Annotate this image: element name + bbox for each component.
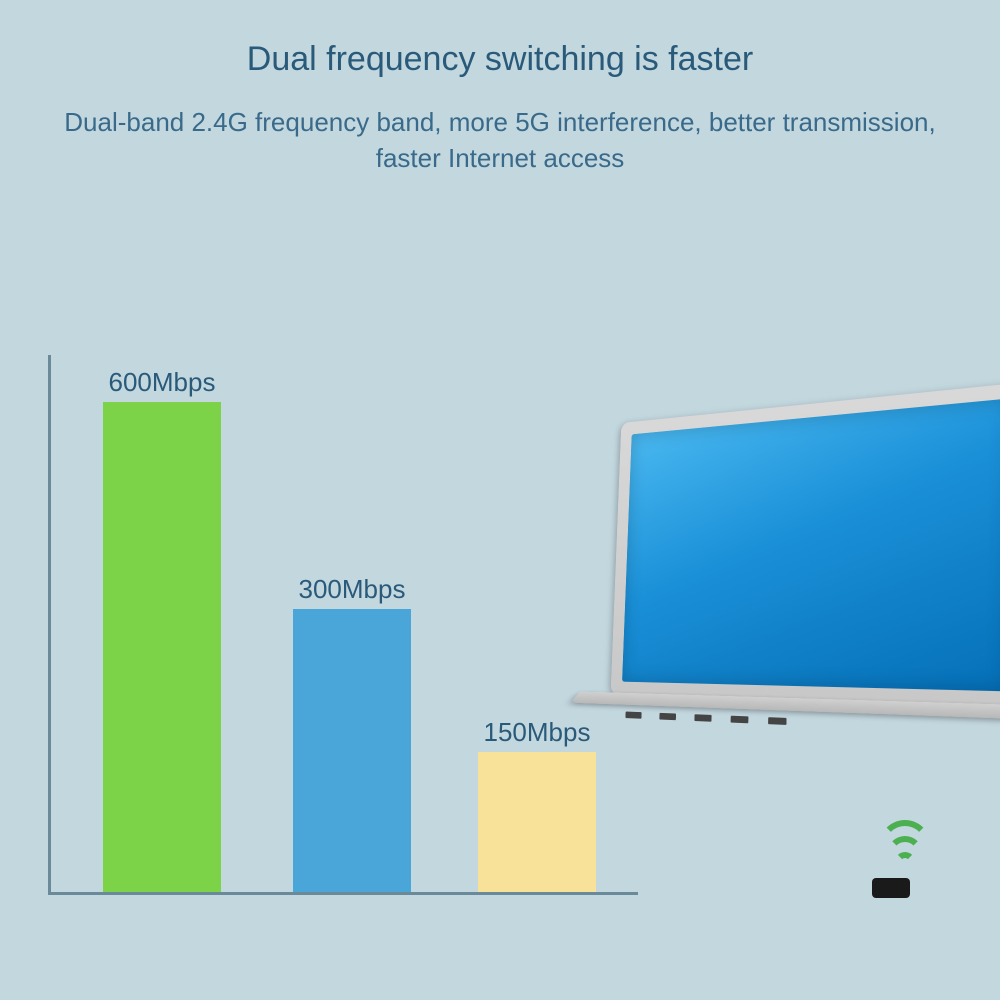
- page-subtitle: Dual-band 2.4G frequency band, more 5G i…: [0, 79, 1000, 177]
- laptop-ports: [602, 707, 1000, 739]
- port-icon: [768, 717, 787, 725]
- y-axis: [48, 355, 51, 895]
- x-axis: [48, 892, 638, 895]
- bar-chart: 600Mbps 300Mbps 150Mbps: [48, 355, 638, 895]
- laptop-screen-bezel: [611, 382, 1000, 707]
- wifi-arc-icon: [895, 852, 915, 872]
- usb-adapter-icon: [872, 878, 910, 898]
- laptop-display: [622, 398, 1000, 691]
- bar-label: 600Mbps: [109, 367, 216, 398]
- port-icon: [625, 711, 641, 718]
- bar: 600Mbps: [103, 402, 221, 892]
- page-title: Dual frequency switching is faster: [0, 0, 1000, 79]
- port-icon: [659, 712, 676, 719]
- bar: 300Mbps: [293, 609, 411, 892]
- bar-label: 300Mbps: [299, 574, 406, 605]
- port-icon: [694, 714, 711, 721]
- bar-label: 150Mbps: [484, 717, 591, 748]
- port-icon: [731, 715, 749, 723]
- laptop-illustration: [574, 377, 1000, 892]
